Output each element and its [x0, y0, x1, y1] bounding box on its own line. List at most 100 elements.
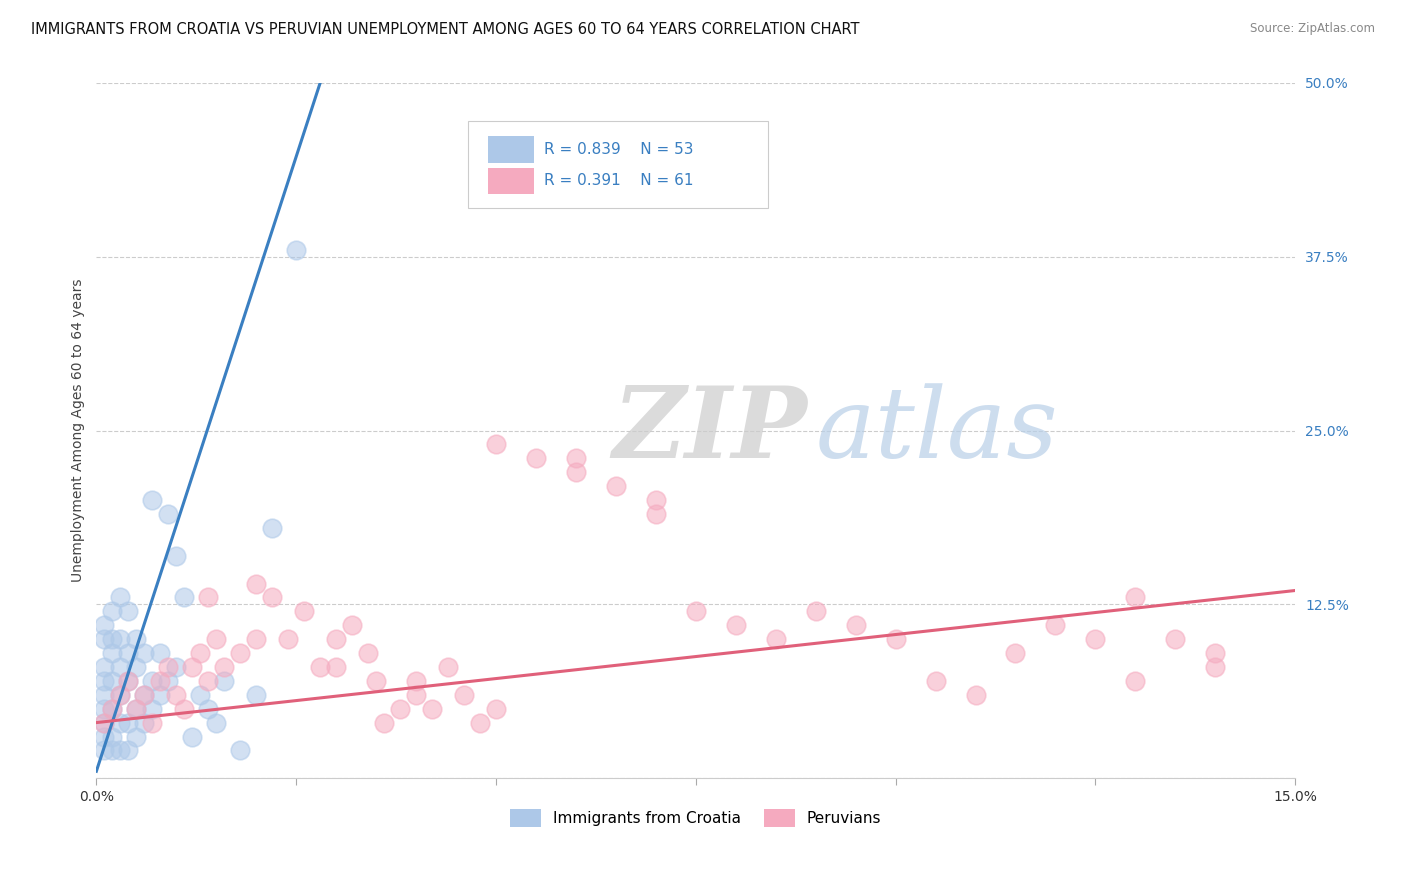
Point — [229, 743, 252, 757]
Point — [149, 673, 172, 688]
Y-axis label: Unemployment Among Ages 60 to 64 years: Unemployment Among Ages 60 to 64 years — [72, 279, 86, 582]
Bar — [488, 136, 534, 163]
Point — [101, 646, 124, 660]
Point — [101, 604, 124, 618]
Point — [125, 660, 148, 674]
Point — [1125, 591, 1147, 605]
Point — [804, 604, 827, 618]
Point — [117, 604, 139, 618]
Text: atlas: atlas — [815, 383, 1059, 478]
Point — [437, 660, 460, 674]
Point — [134, 688, 156, 702]
Point — [212, 673, 235, 688]
Point — [229, 646, 252, 660]
Point — [101, 743, 124, 757]
Point — [117, 673, 139, 688]
Point — [125, 632, 148, 647]
Point — [93, 715, 115, 730]
Point — [117, 715, 139, 730]
Point — [93, 688, 115, 702]
Point — [644, 507, 666, 521]
Point — [110, 715, 132, 730]
Point — [605, 479, 627, 493]
Point — [212, 660, 235, 674]
Point — [165, 549, 187, 563]
Point — [1164, 632, 1187, 647]
Point — [157, 673, 180, 688]
Point — [173, 591, 195, 605]
Point — [93, 618, 115, 632]
Point — [110, 660, 132, 674]
Point — [309, 660, 332, 674]
Point — [117, 646, 139, 660]
Point — [485, 702, 508, 716]
Point — [125, 730, 148, 744]
Point — [245, 632, 267, 647]
Point — [157, 660, 180, 674]
Legend: Immigrants from Croatia, Peruvians: Immigrants from Croatia, Peruvians — [505, 804, 887, 833]
Text: IMMIGRANTS FROM CROATIA VS PERUVIAN UNEMPLOYMENT AMONG AGES 60 TO 64 YEARS CORRE: IMMIGRANTS FROM CROATIA VS PERUVIAN UNEM… — [31, 22, 859, 37]
Point — [924, 673, 946, 688]
Point — [373, 715, 395, 730]
Point — [141, 702, 163, 716]
Point — [101, 702, 124, 716]
Point — [325, 632, 347, 647]
Point — [125, 702, 148, 716]
Bar — [488, 168, 534, 194]
Point — [1204, 660, 1226, 674]
Point — [173, 702, 195, 716]
Point — [340, 618, 363, 632]
Point — [141, 715, 163, 730]
Point — [205, 632, 228, 647]
Point — [644, 493, 666, 508]
Text: Source: ZipAtlas.com: Source: ZipAtlas.com — [1250, 22, 1375, 36]
Point — [101, 673, 124, 688]
Point — [845, 618, 868, 632]
Point — [157, 507, 180, 521]
Text: R = 0.391    N = 61: R = 0.391 N = 61 — [544, 173, 693, 188]
Point — [165, 660, 187, 674]
Point — [1125, 673, 1147, 688]
Point — [93, 660, 115, 674]
Point — [93, 743, 115, 757]
Point — [389, 702, 412, 716]
Point — [149, 646, 172, 660]
Point — [110, 743, 132, 757]
Point — [101, 730, 124, 744]
Point — [93, 715, 115, 730]
Point — [1084, 632, 1107, 647]
Point — [134, 688, 156, 702]
Point — [101, 702, 124, 716]
Point — [165, 688, 187, 702]
Point — [325, 660, 347, 674]
Point — [524, 451, 547, 466]
Text: ZIP: ZIP — [612, 383, 807, 479]
Point — [1045, 618, 1067, 632]
Point — [405, 688, 427, 702]
Point — [285, 243, 308, 257]
Point — [420, 702, 443, 716]
Point — [724, 618, 747, 632]
Point — [485, 437, 508, 451]
Point — [245, 688, 267, 702]
Text: R = 0.839    N = 53: R = 0.839 N = 53 — [544, 142, 693, 157]
Point — [141, 673, 163, 688]
Point — [110, 688, 132, 702]
Point — [245, 576, 267, 591]
Point — [292, 604, 315, 618]
Point — [134, 715, 156, 730]
Point — [117, 673, 139, 688]
Point — [141, 493, 163, 508]
Point — [468, 715, 491, 730]
Point — [565, 465, 588, 479]
Point — [93, 702, 115, 716]
Point — [197, 591, 219, 605]
Point — [110, 591, 132, 605]
Point — [110, 688, 132, 702]
Point — [357, 646, 380, 660]
Point — [134, 646, 156, 660]
Point — [125, 702, 148, 716]
Point — [205, 715, 228, 730]
Point — [93, 632, 115, 647]
Point — [197, 673, 219, 688]
